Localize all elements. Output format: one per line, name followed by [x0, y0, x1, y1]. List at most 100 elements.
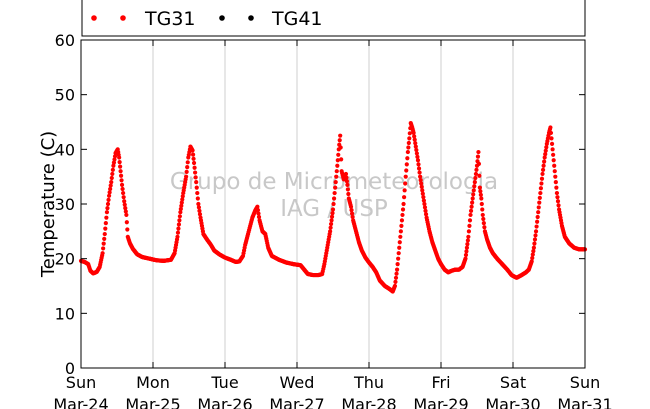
data-point [548, 125, 553, 130]
data-point [532, 241, 537, 246]
data-point [185, 160, 190, 165]
data-point [476, 161, 482, 167]
data-point [553, 174, 558, 179]
data-point [106, 193, 112, 198]
data-point [481, 216, 486, 222]
data-point [117, 155, 122, 160]
series-TG31 [78, 120, 588, 294]
data-points [78, 120, 588, 294]
data-point [403, 181, 408, 186]
data-point [339, 157, 344, 162]
data-point [333, 180, 338, 185]
data-point [123, 206, 128, 211]
vertical-gridlines [152, 40, 514, 368]
data-point [533, 229, 539, 234]
data-point [122, 199, 127, 204]
data-point [180, 197, 185, 202]
data-point [413, 141, 418, 146]
data-point [194, 180, 199, 185]
data-point [550, 147, 555, 152]
data-point [415, 154, 420, 159]
y-tick-label: 10 [55, 304, 75, 323]
data-point [423, 208, 428, 213]
data-point [416, 162, 421, 167]
data-point [177, 214, 182, 219]
data-point [539, 176, 545, 181]
data-point [345, 187, 350, 192]
data-point [422, 205, 428, 210]
y-tick-label: 30 [55, 195, 75, 214]
data-point [393, 275, 399, 280]
data-point [536, 210, 541, 215]
x-tick-date: Mar-30 [485, 395, 540, 409]
data-point [399, 218, 405, 223]
data-point [193, 170, 198, 175]
data-point [538, 190, 543, 196]
data-point [419, 184, 424, 190]
data-point [472, 184, 477, 189]
legend: TG31 TG41 [81, 0, 586, 37]
data-point [555, 199, 561, 204]
data-point [477, 185, 482, 190]
data-point [393, 279, 398, 284]
data-point [398, 229, 403, 234]
data-point [328, 225, 333, 230]
data-point [548, 130, 554, 136]
data-point [471, 188, 476, 193]
data-point [406, 140, 411, 146]
data-point [119, 182, 125, 187]
data-point [423, 212, 429, 217]
data-point [184, 174, 189, 179]
data-point [529, 259, 534, 264]
data-point [394, 267, 400, 272]
x-tick-weekday: Mon [136, 373, 170, 392]
data-point [176, 222, 182, 227]
data-point [194, 185, 199, 190]
data-point [418, 174, 423, 179]
data-point [536, 205, 541, 210]
data-point [192, 165, 197, 170]
data-point [191, 156, 196, 161]
data-point [334, 169, 339, 174]
data-point [176, 226, 181, 231]
x-tick-weekday: Thu [353, 373, 384, 392]
data-point [101, 241, 106, 246]
data-point [184, 169, 189, 174]
data-point [554, 185, 559, 190]
data-point [413, 144, 418, 149]
data-point [479, 196, 484, 201]
data-point [255, 208, 261, 213]
x-tick-date: Mar-25 [125, 395, 180, 409]
data-point [105, 201, 111, 207]
data-point [542, 155, 547, 160]
data-point [105, 206, 110, 211]
data-point [402, 195, 407, 200]
data-point [471, 192, 476, 197]
data-point [185, 165, 190, 170]
x-tick-date: Mar-31 [557, 395, 612, 409]
data-point [338, 133, 343, 138]
data-point [533, 233, 538, 238]
data-point [335, 158, 340, 163]
data-point [465, 241, 470, 247]
data-point [196, 201, 201, 207]
data-point [329, 218, 334, 223]
data-point [554, 190, 560, 196]
data-point [421, 195, 426, 200]
data-point [108, 183, 113, 188]
data-point [407, 131, 412, 136]
data-point [177, 218, 182, 223]
data-point [346, 191, 351, 197]
data-point [104, 215, 109, 220]
data-point [400, 207, 406, 212]
x-tick-date: Mar-28 [341, 395, 396, 409]
data-point [400, 212, 405, 218]
x-tick-weekday: Fri [431, 373, 450, 392]
data-point [103, 221, 108, 226]
data-point [402, 188, 407, 193]
data-point [110, 167, 115, 172]
data-point [543, 148, 548, 153]
data-point [464, 245, 470, 250]
data-point [530, 252, 535, 257]
